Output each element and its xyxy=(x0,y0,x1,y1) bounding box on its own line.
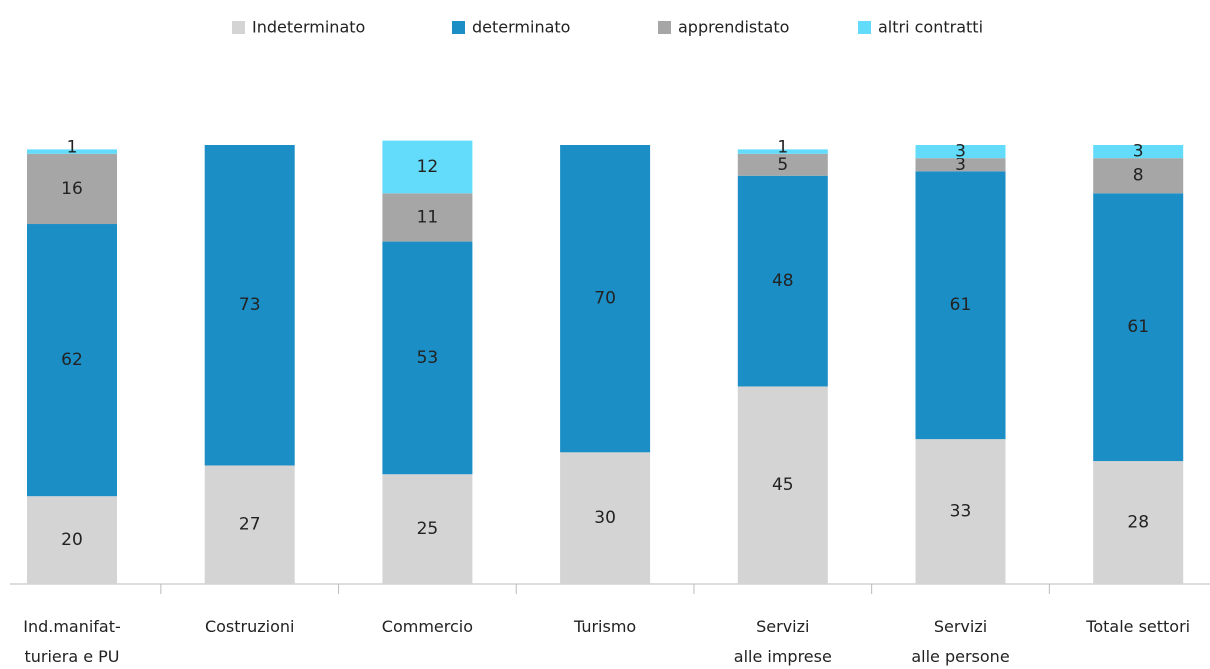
bar-segment xyxy=(915,145,1006,159)
bar-segment xyxy=(737,153,828,176)
bar-segment xyxy=(737,149,828,154)
value-label: 3 xyxy=(955,142,966,162)
bar-segment xyxy=(560,452,651,584)
value-label: 25 xyxy=(417,519,439,539)
legend-label: Indeterminato xyxy=(252,18,365,37)
legend-swatch xyxy=(232,21,245,34)
x-tick-label-line: alle persone xyxy=(911,647,1009,666)
value-label: 5 xyxy=(777,155,788,175)
bar-segment xyxy=(737,175,828,387)
value-label: 33 xyxy=(950,502,972,522)
value-label: 12 xyxy=(417,157,439,177)
value-label: 61 xyxy=(950,295,972,315)
value-label: 73 xyxy=(239,295,261,315)
bar-segment xyxy=(915,439,1006,584)
value-label: 3 xyxy=(1133,142,1144,162)
bar-segment xyxy=(27,153,117,225)
x-tick-label-line: Ind.manifat- xyxy=(23,617,121,636)
value-label: 3 xyxy=(955,155,966,175)
bar-segment xyxy=(560,145,651,453)
bar-segment xyxy=(1093,158,1184,194)
value-label: 48 xyxy=(772,271,794,291)
bar-segment xyxy=(1093,145,1184,159)
bar-segment xyxy=(1093,461,1184,584)
legend-label: altri contratti xyxy=(878,18,983,37)
legend-swatch xyxy=(858,21,871,34)
bar-segment xyxy=(382,241,473,475)
bar-segment xyxy=(382,474,473,584)
value-label: 28 xyxy=(1127,513,1149,533)
value-label: 27 xyxy=(239,515,261,535)
x-tick-label: Totale settori xyxy=(1085,617,1190,636)
legend-swatch xyxy=(658,21,671,34)
value-label: 45 xyxy=(772,475,794,495)
value-label: 61 xyxy=(1127,317,1149,337)
x-tick-label-line: turiera e PU xyxy=(24,647,119,666)
bar-segment xyxy=(27,149,117,154)
x-tick-label: Servizi alle persone xyxy=(911,617,1009,666)
bar-segment xyxy=(27,496,117,584)
value-label: 30 xyxy=(594,508,616,528)
value-label: 70 xyxy=(594,289,616,309)
bar-segment xyxy=(382,140,473,194)
bar-segment xyxy=(204,145,295,466)
x-tick-label: Turismo xyxy=(573,617,636,636)
x-tick-label-line: Commercio xyxy=(382,617,473,636)
value-label: 1 xyxy=(777,138,788,158)
legend-swatch xyxy=(452,21,465,34)
bar-segment xyxy=(382,193,473,242)
value-label: 62 xyxy=(61,350,83,370)
bar-segment xyxy=(915,171,1006,440)
bar-segment xyxy=(737,386,828,584)
x-tick-label-line: Servizi xyxy=(756,617,809,636)
x-tick-label: Ind.manifat-turiera e PU xyxy=(23,617,121,666)
legend-label: apprendistato xyxy=(678,18,789,37)
bar-segment xyxy=(27,224,117,497)
value-label: 8 xyxy=(1133,166,1144,186)
value-label: 20 xyxy=(61,530,83,550)
value-label: 11 xyxy=(417,207,439,227)
value-label: 53 xyxy=(417,348,439,368)
x-tick-label-line: Turismo xyxy=(573,617,636,636)
value-label: 16 xyxy=(61,179,83,199)
x-tick-label: Servizi alle imprese xyxy=(734,617,832,666)
value-label: 1 xyxy=(67,138,78,158)
legend-label: determinato xyxy=(472,18,570,37)
x-tick-label-line: Totale settori xyxy=(1085,617,1190,636)
bar-segment xyxy=(1093,193,1184,462)
x-tick-label-line: Costruzioni xyxy=(205,617,295,636)
x-tick-label: Commercio xyxy=(382,617,473,636)
bar-segment xyxy=(915,158,1006,172)
x-tick-label: Costruzioni xyxy=(205,617,295,636)
x-tick-label-line: Servizi xyxy=(934,617,987,636)
x-tick-label-line: alle imprese xyxy=(734,647,832,666)
bar-segment xyxy=(204,465,295,584)
